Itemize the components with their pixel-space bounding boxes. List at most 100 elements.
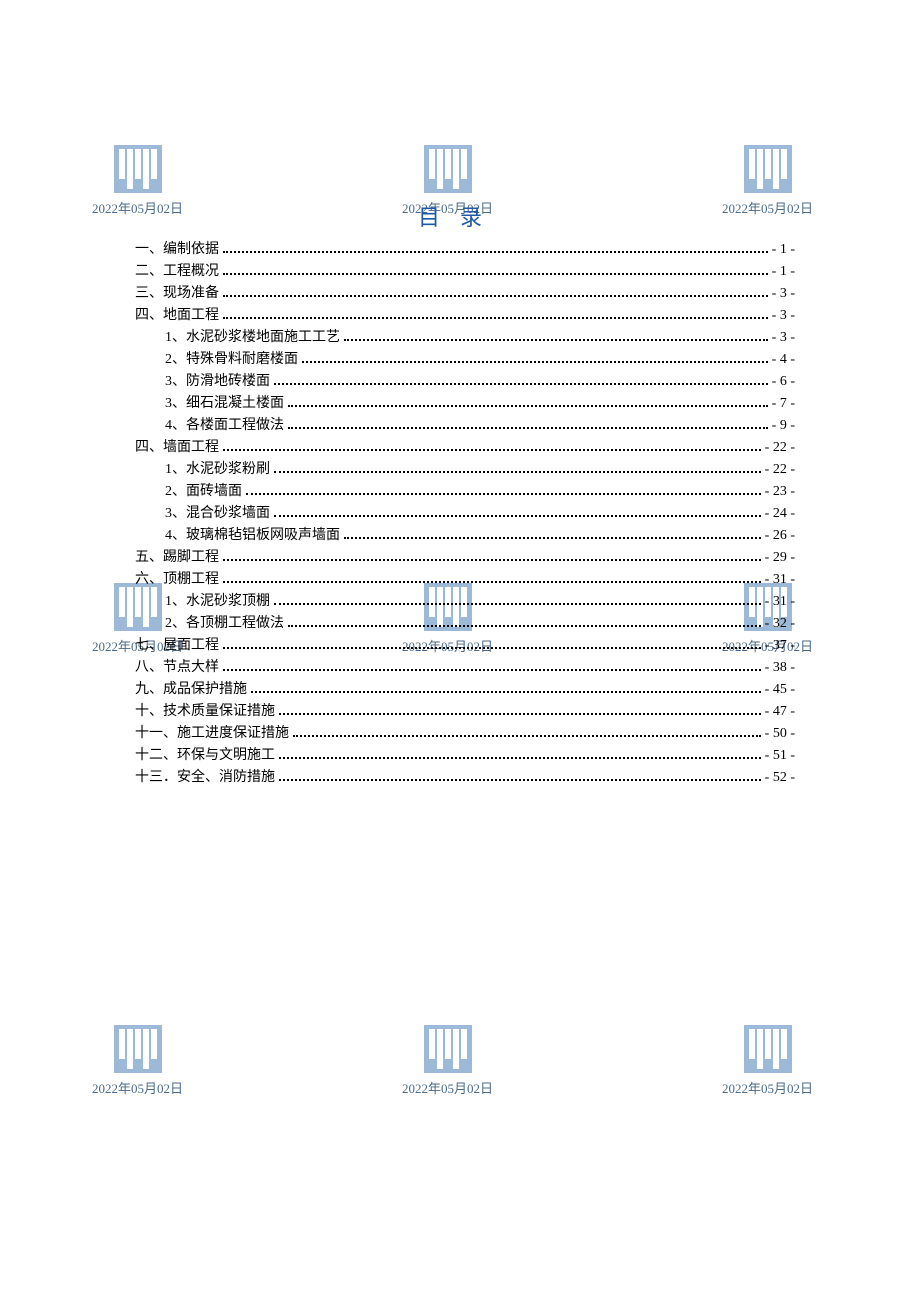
toc-leader-dots <box>293 735 761 737</box>
watermark-logo-icon <box>424 1025 472 1073</box>
toc-label: 五、踢脚工程 <box>135 546 219 566</box>
toc-page-number: - 31 - <box>765 572 795 588</box>
toc-row: 3、细石混凝土楼面 - 7 - <box>135 392 795 414</box>
watermark-logo-icon <box>744 145 792 193</box>
toc-page-number: - 37 - <box>765 638 795 654</box>
toc-label: 三、现场准备 <box>135 282 219 302</box>
toc-page-number: - 3 - <box>772 286 795 302</box>
toc-leader-dots <box>223 669 761 671</box>
watermark-date: 2022年05月02日 <box>722 1078 813 1097</box>
toc-leader-dots <box>288 427 768 429</box>
toc-leader-dots <box>223 295 768 297</box>
toc-page-number: - 23 - <box>765 484 795 500</box>
toc-row: 一、编制依据 - 1 - <box>135 238 795 260</box>
toc-row: 4、各楼面工程做法 - 9 - <box>135 414 795 436</box>
toc-label: 一、编制依据 <box>135 238 219 258</box>
toc-label: 3、细石混凝土楼面 <box>135 392 284 412</box>
watermark-date: 2022年05月02日 <box>402 1078 493 1097</box>
toc-page-number: - 1 - <box>772 264 795 280</box>
toc-page-number: - 29 - <box>765 550 795 566</box>
toc-row: 4、玻璃棉毡铝板网吸声墙面 - 26 - <box>135 524 795 546</box>
toc-label: 二、工程概况 <box>135 260 219 280</box>
toc-label: 2、各顶棚工程做法 <box>135 612 284 632</box>
toc-leader-dots <box>279 757 761 759</box>
table-of-contents: 一、编制依据 - 1 - 二、工程概况 - 1 - 三、现场准备 - 3 - 四、地面工程 -… <box>135 238 795 788</box>
toc-label: 3、防滑地砖楼面 <box>135 370 270 390</box>
toc-leader-dots <box>274 383 768 385</box>
toc-page-number: - 6 - <box>772 374 795 390</box>
toc-label: 十一、施工进度保证措施 <box>135 722 289 742</box>
watermark-logo-icon <box>744 1025 792 1073</box>
toc-page-number: - 26 - <box>765 528 795 544</box>
toc-label: 七、屋面工程 <box>135 634 219 654</box>
toc-label: 六、顶棚工程 <box>135 568 219 588</box>
toc-row: 十、技术质量保证措施 - 47 - <box>135 700 795 722</box>
toc-label: 九、成品保护措施 <box>135 678 247 698</box>
toc-row: 七、屋面工程 - 37 - <box>135 634 795 656</box>
toc-page-number: - 9 - <box>772 418 795 434</box>
toc-row: 十二、环保与文明施工- 51 - <box>135 744 795 766</box>
toc-row: 二、工程概况 - 1 - <box>135 260 795 282</box>
toc-label: 1、水泥砂浆顶棚 <box>135 590 270 610</box>
toc-page-number: - 45 - <box>765 682 795 698</box>
toc-page-number: - 3 - <box>772 330 795 346</box>
watermark: 2022年05月02日 <box>722 1025 813 1097</box>
toc-row: 四、地面工程 - 3 - <box>135 304 795 326</box>
toc-leader-dots <box>223 449 761 451</box>
toc-row: 3、混合砂浆墙面- 24 - <box>135 502 795 524</box>
toc-leader-dots <box>274 515 761 517</box>
toc-row: 四、墙面工程- 22 - <box>135 436 795 458</box>
toc-leader-dots <box>223 581 761 583</box>
toc-row: 六、顶棚工程 - 31 - <box>135 568 795 590</box>
toc-row: 3、防滑地砖楼面 - 6 - <box>135 370 795 392</box>
toc-row: 2、特殊骨料耐磨楼面 - 4 - <box>135 348 795 370</box>
toc-page-number: - 1 - <box>772 242 795 258</box>
toc-label: 十三．安全、消防措施 <box>135 766 275 786</box>
toc-row: 2、面砖墙面 - 23 - <box>135 480 795 502</box>
toc-leader-dots <box>274 471 761 473</box>
toc-page-number: - 22 - <box>765 462 795 478</box>
toc-leader-dots <box>279 779 761 781</box>
toc-page-number: - 31 - <box>765 594 795 610</box>
watermark-logo-icon <box>114 1025 162 1073</box>
toc-leader-dots <box>223 273 768 275</box>
toc-row: 1、水泥砂浆顶棚 - 31 - <box>135 590 795 612</box>
toc-leader-dots <box>251 691 761 693</box>
toc-leader-dots <box>302 361 768 363</box>
toc-leader-dots <box>223 647 761 649</box>
toc-label: 2、面砖墙面 <box>135 480 242 500</box>
toc-page-number: - 32 - <box>765 616 795 632</box>
toc-row: 九、成品保护措施 - 45 - <box>135 678 795 700</box>
toc-row: 十一、施工进度保证措施- 50 - <box>135 722 795 744</box>
toc-row: 2、各顶棚工程做法 - 32 - <box>135 612 795 634</box>
toc-row: 八、节点大样 - 38 - <box>135 656 795 678</box>
toc-leader-dots <box>223 317 768 319</box>
toc-label: 2、特殊骨料耐磨楼面 <box>135 348 298 368</box>
toc-leader-dots <box>274 603 761 605</box>
toc-label: 1、水泥砂浆楼地面施工工艺 <box>135 326 340 346</box>
toc-page-number: - 52 - <box>765 770 795 786</box>
toc-leader-dots <box>344 339 768 341</box>
toc-label: 4、各楼面工程做法 <box>135 414 284 434</box>
watermark: 2022年05月02日 <box>402 1025 493 1097</box>
toc-row: 三、现场准备 - 3 - <box>135 282 795 304</box>
toc-page-number: - 7 - <box>772 396 795 412</box>
toc-leader-dots <box>344 537 761 539</box>
watermark-date: 2022年05月02日 <box>92 1078 183 1097</box>
toc-page-number: - 38 - <box>765 660 795 676</box>
toc-leader-dots <box>279 713 761 715</box>
toc-row: 十三．安全、消防措施 - 52 - <box>135 766 795 788</box>
toc-leader-dots <box>246 493 761 495</box>
toc-label: 八、节点大样 <box>135 656 219 676</box>
toc-page-number: - 3 - <box>772 308 795 324</box>
toc-label: 十二、环保与文明施工 <box>135 744 275 764</box>
toc-label: 十、技术质量保证措施 <box>135 700 275 720</box>
toc-page-number: - 47 - <box>765 704 795 720</box>
watermark-logo-icon <box>114 145 162 193</box>
toc-page-number: - 4 - <box>772 352 795 368</box>
toc-label: 4、玻璃棉毡铝板网吸声墙面 <box>135 524 340 544</box>
toc-label: 1、水泥砂浆粉刷 <box>135 458 270 478</box>
toc-leader-dots <box>223 251 768 253</box>
toc-label: 四、地面工程 <box>135 304 219 324</box>
toc-leader-dots <box>223 559 761 561</box>
